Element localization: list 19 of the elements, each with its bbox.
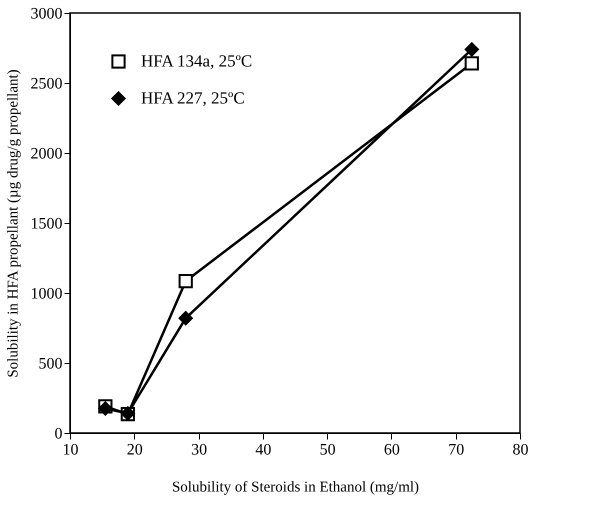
x-axis-title: Solubility of Steroids in Ethanol (mg/ml)	[172, 480, 420, 496]
y-tick-label: 0	[54, 426, 62, 442]
x-tick-label: 70	[448, 442, 464, 458]
x-tick-label: 10	[62, 442, 78, 458]
y-axis-title: Solubility in HFA propellant (µg drug/g propellant)	[6, 69, 22, 378]
y-tick-label: 3000	[30, 6, 62, 22]
legend-label: HFA 134a, 25ºC	[141, 52, 252, 70]
y-tick-label: 500	[38, 356, 62, 372]
x-tick-label: 20	[126, 442, 143, 458]
x-tick-label: 80	[512, 442, 528, 458]
y-tick-label: 1500	[30, 216, 62, 232]
x-tick-label: 50	[320, 442, 336, 458]
x-tick-label: 60	[384, 442, 400, 458]
legend-label: HFA 227, 25ºC	[141, 88, 245, 108]
x-tick-label: 40	[255, 442, 272, 458]
x-tick-label: 30	[191, 442, 208, 458]
y-tick-label: 2500	[30, 76, 62, 92]
y-tick-label: 1000	[30, 286, 62, 302]
y-tick-label: 2000	[30, 146, 62, 162]
